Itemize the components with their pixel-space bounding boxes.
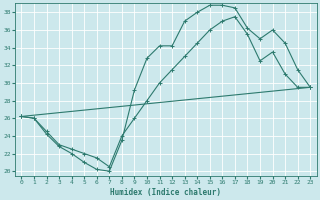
X-axis label: Humidex (Indice chaleur): Humidex (Indice chaleur): [110, 188, 221, 197]
